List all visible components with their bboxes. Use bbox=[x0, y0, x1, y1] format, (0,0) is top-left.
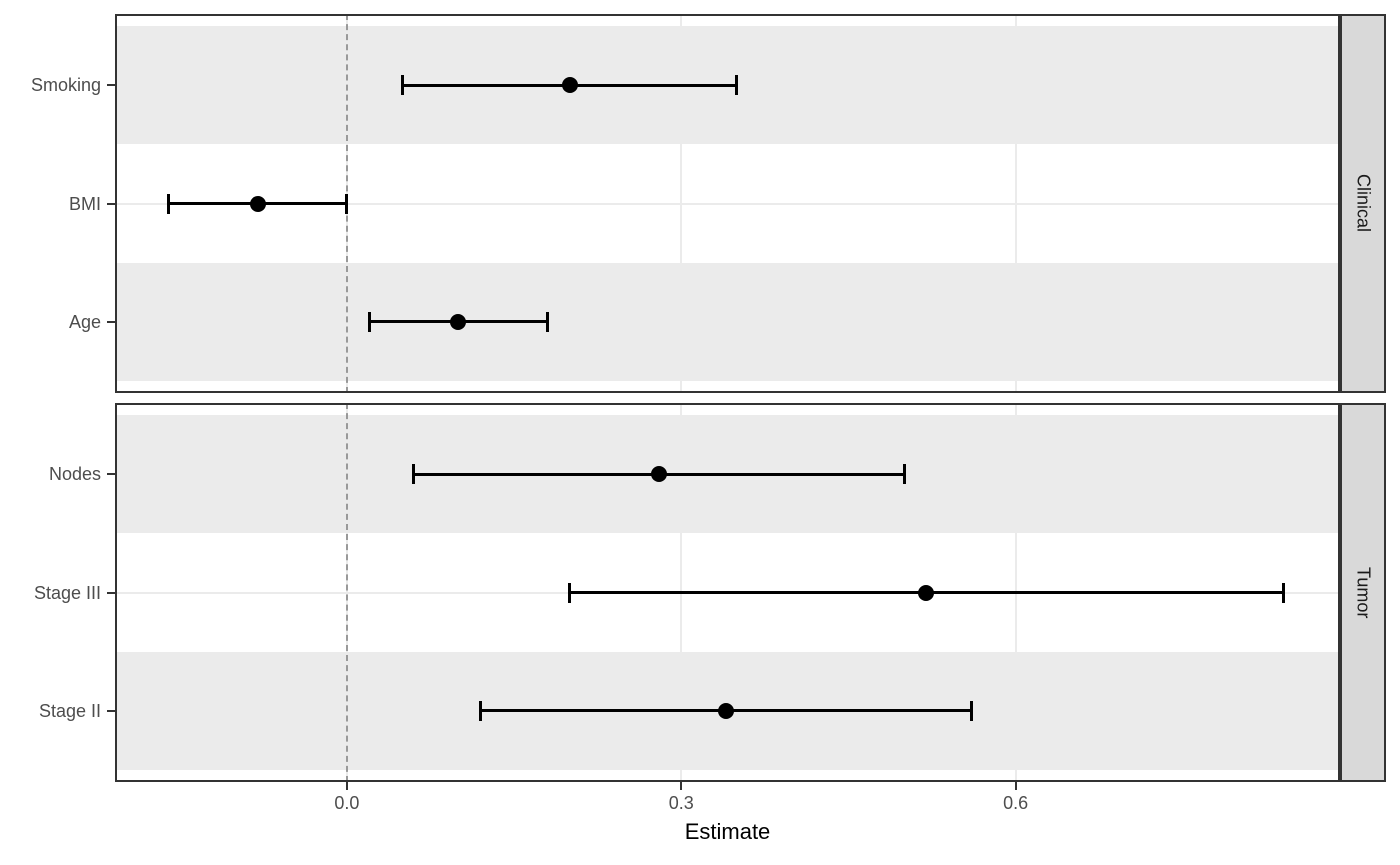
y-tick-smoking bbox=[107, 84, 115, 87]
point-age bbox=[450, 313, 467, 330]
facet-strip-tumor: Tumor bbox=[1340, 403, 1386, 782]
x-tick-label: 0.0 bbox=[334, 793, 360, 813]
x-tick bbox=[345, 782, 348, 790]
x-tick bbox=[680, 782, 683, 790]
errorbar-cap-right-bmi bbox=[345, 193, 349, 214]
y-tick-label-smoking: Smoking bbox=[30, 75, 101, 96]
point-stage-ii bbox=[717, 702, 734, 719]
errorbar-cap-left-bmi bbox=[167, 193, 170, 214]
errorbar-cap-left-smoking bbox=[401, 75, 405, 96]
point-stage-iii bbox=[918, 584, 935, 601]
facet-strip-label-tumor: Tumor bbox=[1353, 566, 1374, 619]
x-tick bbox=[1014, 782, 1017, 790]
point-bmi bbox=[249, 195, 266, 212]
y-tick-label-nodes: Nodes bbox=[48, 464, 101, 485]
y-tick-age bbox=[107, 320, 115, 323]
x-tick-label: 0.3 bbox=[668, 793, 694, 813]
x-tick-label: 0.6 bbox=[1003, 793, 1029, 813]
point-smoking bbox=[561, 77, 578, 94]
y-tick-label-bmi: BMI bbox=[68, 193, 101, 214]
errorbar-cap-right-nodes bbox=[902, 464, 906, 485]
y-tick-label-age: Age bbox=[68, 311, 101, 332]
errorbar-cap-left-nodes bbox=[412, 464, 416, 485]
y-tick-bmi bbox=[107, 202, 115, 205]
facet-strip-label-clinical: Clinical bbox=[1353, 174, 1374, 233]
errorbar-cap-right-smoking bbox=[735, 75, 739, 96]
y-tick-label-stage-ii: Stage II bbox=[38, 700, 101, 721]
y-tick-stage-ii bbox=[107, 709, 115, 712]
facet-strip-clinical: Clinical bbox=[1340, 14, 1386, 393]
errorbar-cap-left-stage-iii bbox=[568, 582, 572, 603]
gridline-horizontal bbox=[115, 202, 1340, 205]
errorbar-cap-right-stage-ii bbox=[969, 700, 973, 721]
errorbar-cap-right-age bbox=[545, 311, 549, 332]
y-tick-stage-iii bbox=[107, 591, 115, 594]
zero-reference-line bbox=[345, 403, 348, 782]
errorbar-cap-left-stage-ii bbox=[479, 700, 483, 721]
point-nodes bbox=[650, 466, 667, 483]
x-axis-title: Estimate bbox=[684, 819, 771, 844]
errorbar-cap-right-stage-iii bbox=[1281, 582, 1285, 603]
errorbar-cap-left-age bbox=[367, 311, 371, 332]
gridline-horizontal bbox=[115, 320, 1340, 323]
y-tick-nodes bbox=[107, 473, 115, 476]
y-tick-label-stage-iii: Stage III bbox=[33, 582, 101, 603]
